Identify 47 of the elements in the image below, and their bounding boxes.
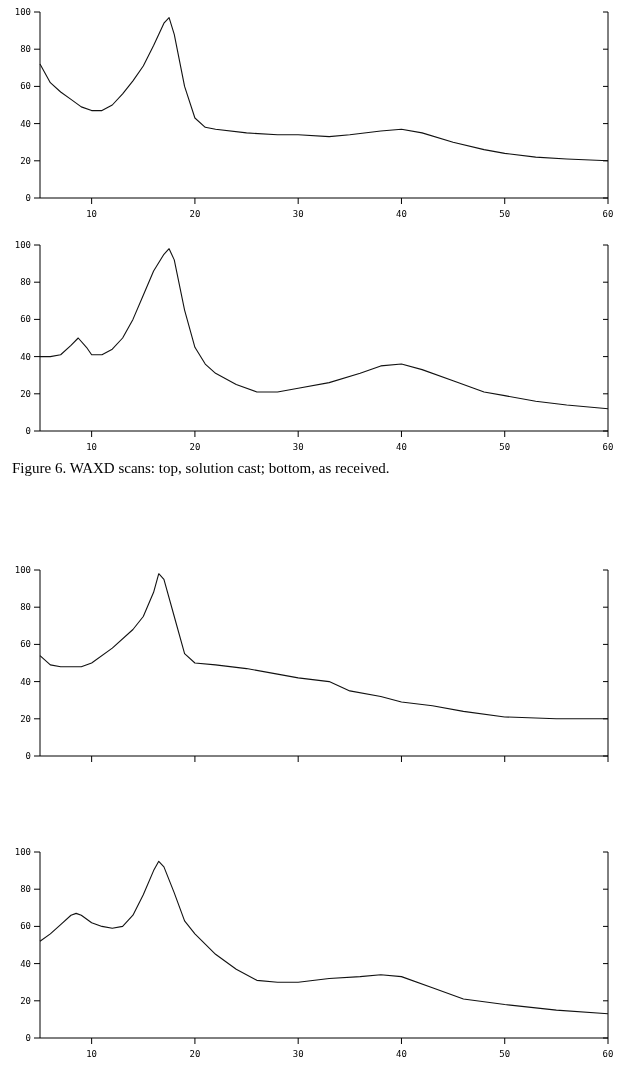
y-tick-label: 20 bbox=[20, 388, 31, 399]
x-tick-label: 60 bbox=[602, 1049, 614, 1059]
y-tick-label: 0 bbox=[25, 193, 31, 203]
line-series bbox=[39, 573, 609, 720]
y-tick-label: 80 bbox=[20, 277, 31, 288]
x-tick-label: 40 bbox=[396, 209, 407, 219]
x-tick-label: 50 bbox=[499, 442, 511, 452]
x-tick-label: 10 bbox=[86, 442, 98, 452]
y-tick-label: 20 bbox=[20, 995, 31, 1006]
x-tick-label: 40 bbox=[396, 1049, 407, 1059]
x-tick-label: 20 bbox=[189, 442, 201, 452]
y-tick-label: 100 bbox=[14, 240, 31, 250]
y-tick-label: 100 bbox=[14, 7, 31, 17]
y-tick-label: 80 bbox=[20, 884, 31, 895]
y-tick-label: 40 bbox=[20, 958, 31, 969]
x-tick-label: 50 bbox=[499, 1049, 511, 1059]
x-tick-label: 60 bbox=[602, 209, 614, 219]
y-tick-label: 60 bbox=[20, 639, 31, 650]
y-tick-label: 80 bbox=[20, 602, 31, 613]
y-tick-label: 100 bbox=[14, 847, 31, 857]
y-tick-label: 40 bbox=[20, 118, 31, 129]
x-tick-label: 20 bbox=[189, 209, 201, 219]
line-series bbox=[39, 17, 609, 162]
y-tick-label: 20 bbox=[20, 713, 31, 724]
y-tick-label: 40 bbox=[20, 676, 31, 687]
y-tick-label: 80 bbox=[20, 44, 31, 55]
caption: Figure 6. WAXD scans: top, solution cast; bottom, as received. bbox=[12, 459, 391, 477]
y-tick-label: 100 bbox=[14, 565, 31, 575]
y-tick-label: 60 bbox=[20, 314, 31, 325]
y-tick-label: 60 bbox=[20, 81, 31, 92]
line-series bbox=[39, 248, 609, 410]
line-series bbox=[39, 860, 609, 1015]
x-tick-label: 30 bbox=[292, 442, 304, 452]
x-tick-label: 30 bbox=[292, 1049, 304, 1059]
x-tick-label: 50 bbox=[499, 209, 511, 219]
x-tick-label: 60 bbox=[602, 442, 614, 452]
y-tick-label: 0 bbox=[25, 426, 31, 436]
y-tick-label: 0 bbox=[25, 1033, 31, 1043]
y-tick-label: 20 bbox=[20, 155, 31, 166]
x-tick-label: 20 bbox=[189, 1049, 201, 1059]
x-tick-label: 40 bbox=[396, 442, 407, 452]
x-tick-label: 30 bbox=[292, 209, 304, 219]
x-tick-label: 10 bbox=[86, 209, 98, 219]
y-tick-label: 60 bbox=[20, 921, 31, 932]
x-tick-label: 10 bbox=[86, 1049, 98, 1059]
y-tick-label: 0 bbox=[25, 751, 31, 761]
y-tick-label: 40 bbox=[20, 351, 31, 362]
